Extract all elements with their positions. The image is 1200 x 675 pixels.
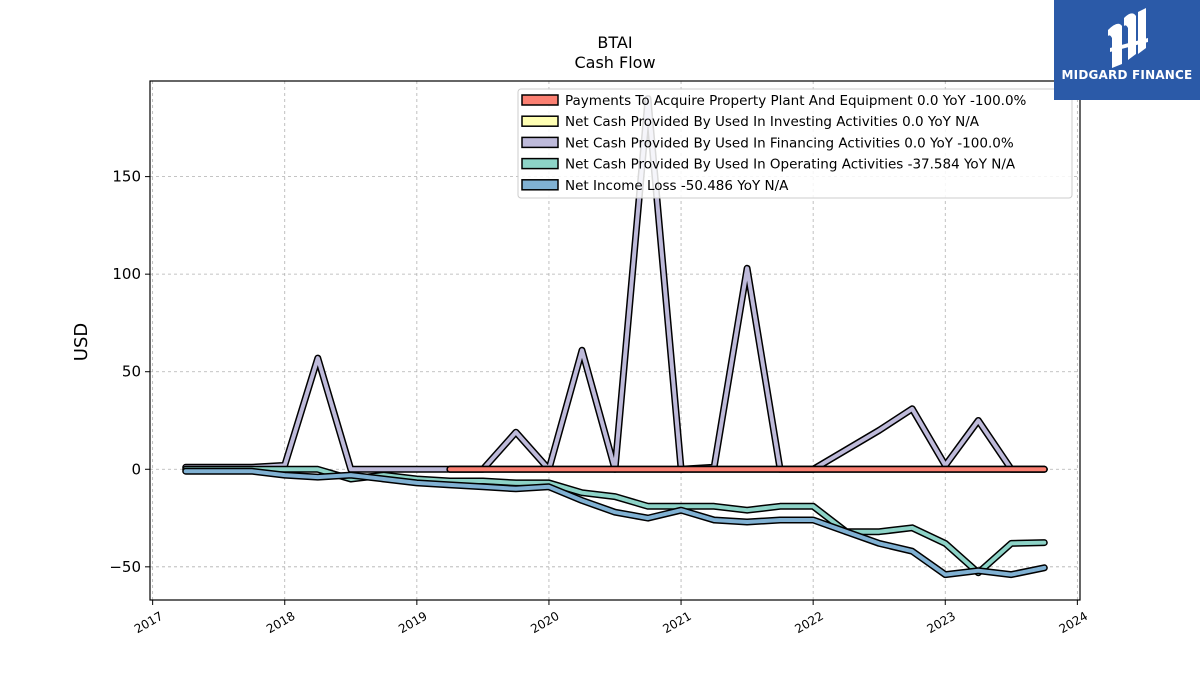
y-tick-label: −50 (109, 558, 141, 576)
brand-name: MIDGARD FINANCE (1061, 68, 1193, 82)
series-line (182, 465, 1048, 577)
midgard-logo-icon (1108, 8, 1148, 68)
series-layer (182, 95, 1048, 579)
brand-logo: MIDGARD FINANCE (1054, 0, 1200, 100)
chart-title: BTAI (597, 33, 632, 52)
y-tick-label: 50 (122, 363, 141, 381)
x-tick-label: 2022 (792, 609, 825, 636)
y-tick-label: 150 (112, 168, 141, 186)
legend-label: Net Cash Provided By Used In Financing A… (565, 135, 1014, 151)
y-tick-label: 0 (131, 460, 141, 478)
legend-label: Net Cash Provided By Used In Operating A… (565, 157, 1016, 173)
legend: Payments To Acquire Property Plant And E… (517, 88, 1073, 199)
series-stroke (183, 467, 1047, 575)
chart-subtitle: Cash Flow (574, 53, 655, 72)
series-line (182, 467, 1048, 579)
x-tick-label: 2018 (264, 609, 297, 636)
legend-swatch (521, 136, 559, 149)
series-outline (182, 467, 1048, 579)
y-axis-label: USD (71, 323, 92, 361)
series-stroke (183, 469, 1047, 577)
legend-box (517, 88, 1073, 199)
legend-swatch (521, 179, 559, 191)
legend-swatch (521, 157, 559, 170)
plot-frame (149, 80, 1081, 601)
legend-label: Payments To Acquire Property Plant And E… (565, 93, 1027, 109)
legend-swatch (521, 115, 559, 127)
legend-label: Net Cash Provided By Used In Investing A… (565, 114, 980, 130)
y-tick-label: 100 (112, 265, 141, 283)
x-tick-label: 2021 (660, 609, 693, 636)
x-tick-label: 2019 (396, 609, 429, 636)
x-tick-label: 2017 (132, 609, 165, 636)
legend-swatch (521, 94, 559, 106)
legend-label: Net Income Loss -50.486 YoY N/A (565, 178, 789, 194)
x-tick-label: 2023 (925, 609, 958, 636)
x-tick-label: 2024 (1057, 609, 1090, 636)
x-tick-label: 2020 (528, 609, 561, 636)
